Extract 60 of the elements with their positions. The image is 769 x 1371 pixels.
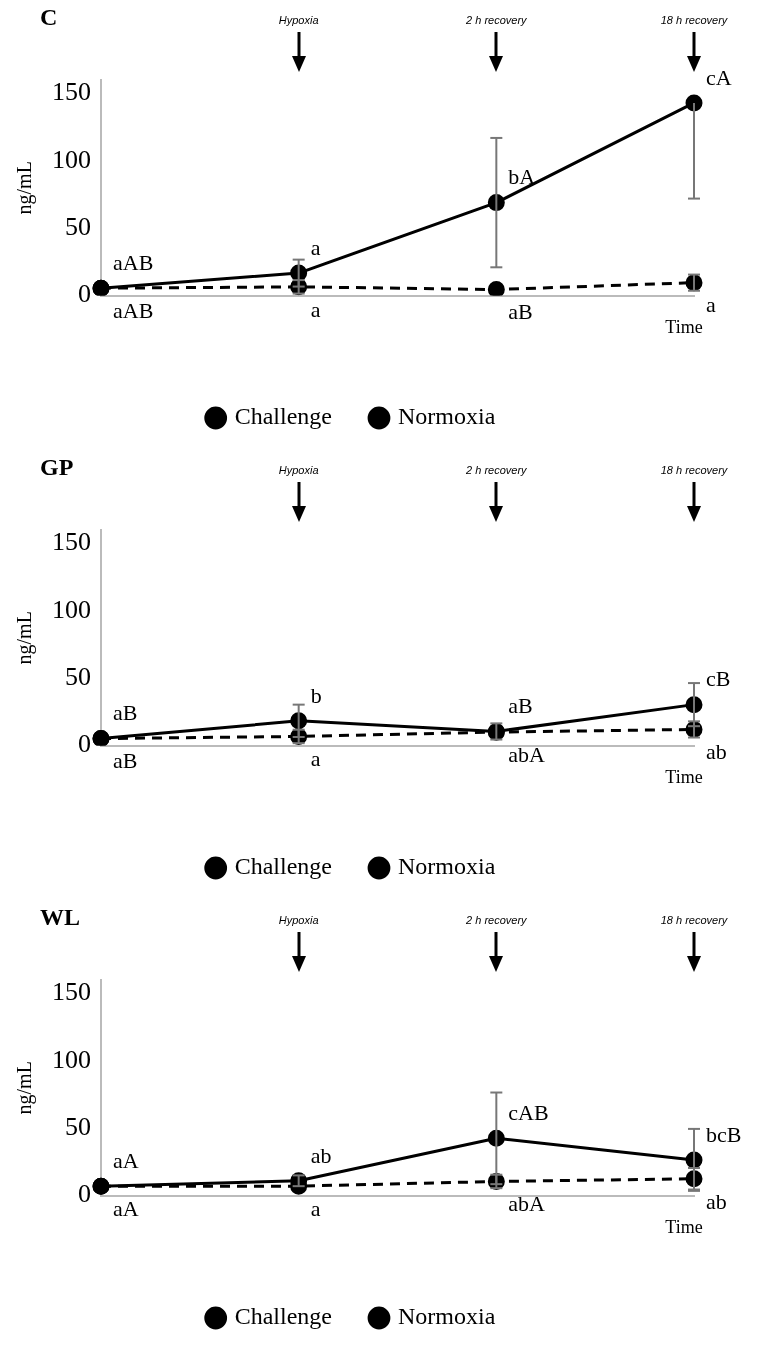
y-tick-label: 50 xyxy=(65,212,91,242)
chart-title: C xyxy=(40,4,58,31)
data-label: abA xyxy=(508,1191,546,1217)
data-label: ab xyxy=(706,739,727,765)
y-tick-label: 50 xyxy=(65,1112,91,1142)
data-label: abA xyxy=(508,741,546,767)
data-label: aB xyxy=(113,748,138,774)
y-tick-label: 0 xyxy=(78,279,91,309)
data-label: aB xyxy=(113,700,138,726)
data-label: bA xyxy=(508,164,536,190)
data-label: aAB xyxy=(113,297,154,323)
y-axis-title: ng/mL xyxy=(13,161,37,215)
text: 2 h recovery xyxy=(466,464,527,476)
text: Hypoxia xyxy=(278,464,319,476)
data-label: ab xyxy=(706,1188,727,1214)
data-label: a xyxy=(310,1195,321,1221)
data-label: b xyxy=(310,682,322,708)
data-label: cA xyxy=(706,64,732,90)
legend-label: Challenge xyxy=(234,403,333,430)
y-tick-label: 100 xyxy=(52,144,91,174)
data-label: a xyxy=(310,746,321,772)
text: Hypoxia xyxy=(278,914,319,926)
y-tick-label: 150 xyxy=(52,977,91,1007)
data-label: aB xyxy=(508,299,533,325)
data-label: a xyxy=(310,296,321,322)
y-tick-label: 150 xyxy=(52,527,91,557)
x-axis-title: Time xyxy=(665,767,703,788)
text: 18 h recovery xyxy=(660,914,728,926)
y-tick-label: 0 xyxy=(78,1179,91,1209)
data-label: a xyxy=(706,292,716,318)
text: 18 h recovery xyxy=(660,464,728,476)
x-axis-title: Time xyxy=(665,317,703,338)
legend-label: Normoxia xyxy=(397,1303,496,1330)
text: 2 h recovery xyxy=(466,914,527,926)
data-label: a xyxy=(310,234,321,260)
text: 18 h recovery xyxy=(660,14,728,26)
data-label: cAB xyxy=(508,1100,549,1126)
legend-label: Normoxia xyxy=(397,853,496,880)
chart-title: GP xyxy=(40,454,74,481)
data-label: aA xyxy=(113,1147,139,1173)
data-label: aB xyxy=(508,693,533,719)
data-label: cB xyxy=(706,666,731,692)
y-axis-title: ng/mL xyxy=(13,1061,37,1115)
y-tick-label: 150 xyxy=(52,77,91,107)
x-axis-title: Time xyxy=(665,1217,703,1238)
data-label: aA xyxy=(113,1195,139,1221)
text: Hypoxia xyxy=(278,14,319,26)
legend-label: Normoxia xyxy=(397,403,496,430)
y-tick-label: 100 xyxy=(52,594,91,624)
y-tick-label: 50 xyxy=(65,662,91,692)
y-tick-label: 0 xyxy=(78,729,91,759)
text: 2 h recovery xyxy=(466,14,527,26)
y-tick-label: 100 xyxy=(52,1044,91,1074)
legend-label: Challenge xyxy=(234,1303,333,1330)
data-label: aAB xyxy=(113,249,154,275)
data-label: ab xyxy=(310,1142,332,1168)
legend-label: Challenge xyxy=(234,853,333,880)
chart-title: WL xyxy=(40,904,81,931)
data-label: bcB xyxy=(706,1121,742,1147)
y-axis-title: ng/mL xyxy=(13,611,37,665)
